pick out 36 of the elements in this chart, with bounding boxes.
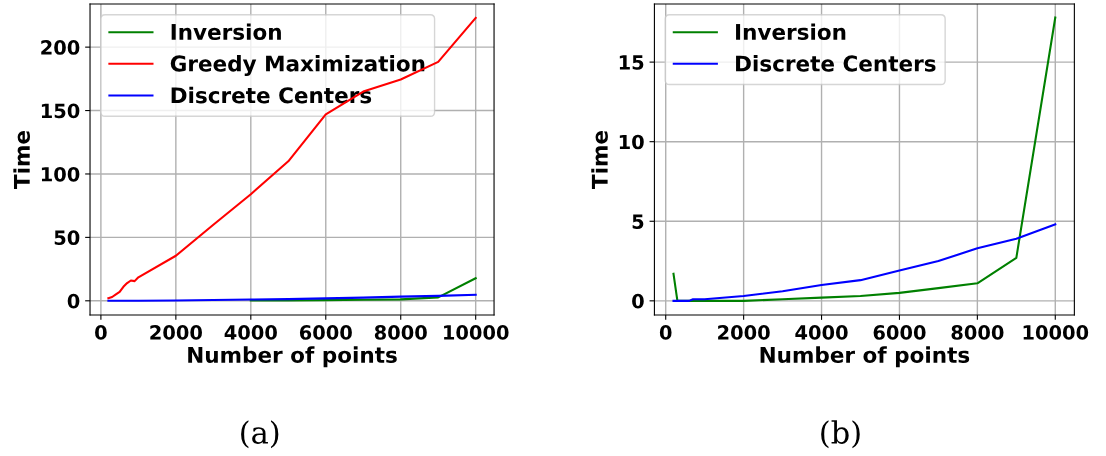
x-tick-label: 2000 [718, 325, 770, 340]
x-tick-label: 8000 [374, 325, 427, 340]
y-tick-label: 50 [54, 230, 80, 246]
y-tick-label: 200 [41, 40, 80, 55]
x-axis-title: Number of points [188, 346, 397, 368]
line-series [249, 277, 477, 302]
line-series [672, 16, 1057, 302]
y-tick-label: 0 [67, 293, 80, 309]
x-tick-label: 6000 [299, 325, 352, 340]
legend-label: Inversion [171, 23, 281, 41]
x-axis-title: Number of points [760, 346, 970, 368]
y-axis-title: Time [591, 131, 608, 189]
x-tick-label: 10000 [1023, 325, 1089, 340]
y-tick-label: 5 [632, 214, 644, 229]
y-axis-title: Time [13, 131, 30, 189]
line-series [107, 16, 477, 300]
x-tick-label: 6000 [873, 325, 926, 340]
text: (a) [241, 420, 279, 449]
x-tick-label: 4000 [224, 325, 277, 340]
x-tick-label: 0 [95, 325, 107, 340]
y-tick-label: 10 [619, 134, 644, 150]
legend-label: Discrete Centers [736, 54, 936, 72]
x-tick-label: 2000 [150, 325, 202, 340]
legend-label: Inversion [736, 23, 846, 41]
y-tick-label: 0 [632, 293, 644, 309]
line-series [107, 293, 477, 302]
y-tick-label: 15 [619, 55, 644, 70]
x-tick-label: 8000 [951, 325, 1004, 340]
x-tick-label: 10000 [444, 325, 509, 340]
y-tick-label: 100 [41, 166, 80, 182]
x-tick-label: 0 [659, 325, 672, 340]
legend-label: Greedy Maximization [170, 54, 425, 76]
line-series [672, 223, 1057, 302]
x-tick-label: 4000 [795, 325, 848, 340]
text: (b) [821, 420, 860, 449]
y-tick-label: 150 [41, 103, 80, 119]
